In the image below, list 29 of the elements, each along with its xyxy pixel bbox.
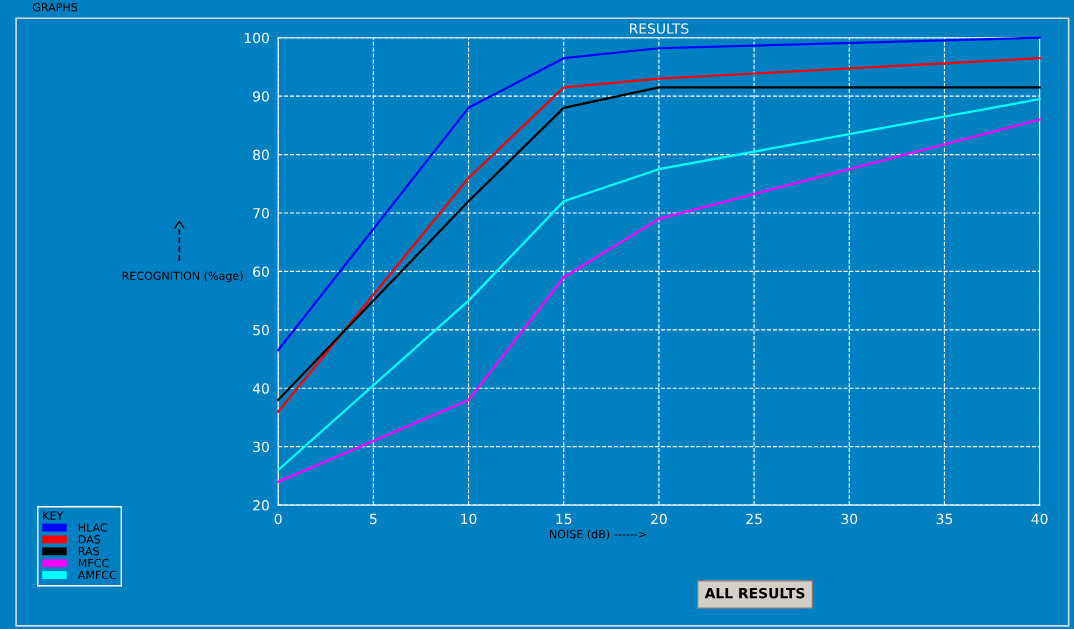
y-tick-label: 80 bbox=[253, 149, 269, 161]
text: GRAPHS bbox=[32, 3, 78, 12]
y-tick-label: 40 bbox=[252, 383, 269, 394]
x-axis-title: NOISE (dB) ------> bbox=[549, 529, 646, 540]
y-tick-label: 100 bbox=[244, 32, 269, 44]
y-tick-label: 50 bbox=[253, 324, 269, 336]
legend-title: KEY bbox=[43, 511, 64, 520]
x-tick-label: 20 bbox=[651, 513, 667, 525]
legend-label: HLAC bbox=[78, 523, 108, 532]
x-tick-label: 40 bbox=[1031, 513, 1048, 525]
x-tick-label: 10 bbox=[461, 513, 477, 525]
y-tick-label: 30 bbox=[253, 441, 269, 453]
text: ALL RESULTS bbox=[704, 587, 805, 599]
x-tick-label: 0 bbox=[274, 513, 282, 525]
x-tick-label: 15 bbox=[556, 513, 572, 525]
y-axis-title: RECOGNITION (%age) bbox=[122, 271, 243, 283]
y-tick-label: 20 bbox=[253, 500, 269, 511]
x-tick-label: 30 bbox=[841, 513, 858, 525]
x-tick-label: 5 bbox=[370, 513, 377, 525]
legend-label: MFCC bbox=[78, 558, 109, 568]
y-tick-label: 60 bbox=[253, 266, 269, 277]
legend-label: RAS bbox=[78, 546, 100, 556]
x-tick-label: 35 bbox=[936, 513, 953, 525]
y-tick-label: 70 bbox=[253, 207, 269, 219]
y-tick-label: 90 bbox=[253, 91, 269, 102]
legend-label: DAS bbox=[78, 535, 101, 544]
legend-label: AMFCC bbox=[77, 570, 117, 580]
x-tick-label: 25 bbox=[746, 513, 762, 525]
chart-title: RESULTS bbox=[629, 23, 689, 34]
